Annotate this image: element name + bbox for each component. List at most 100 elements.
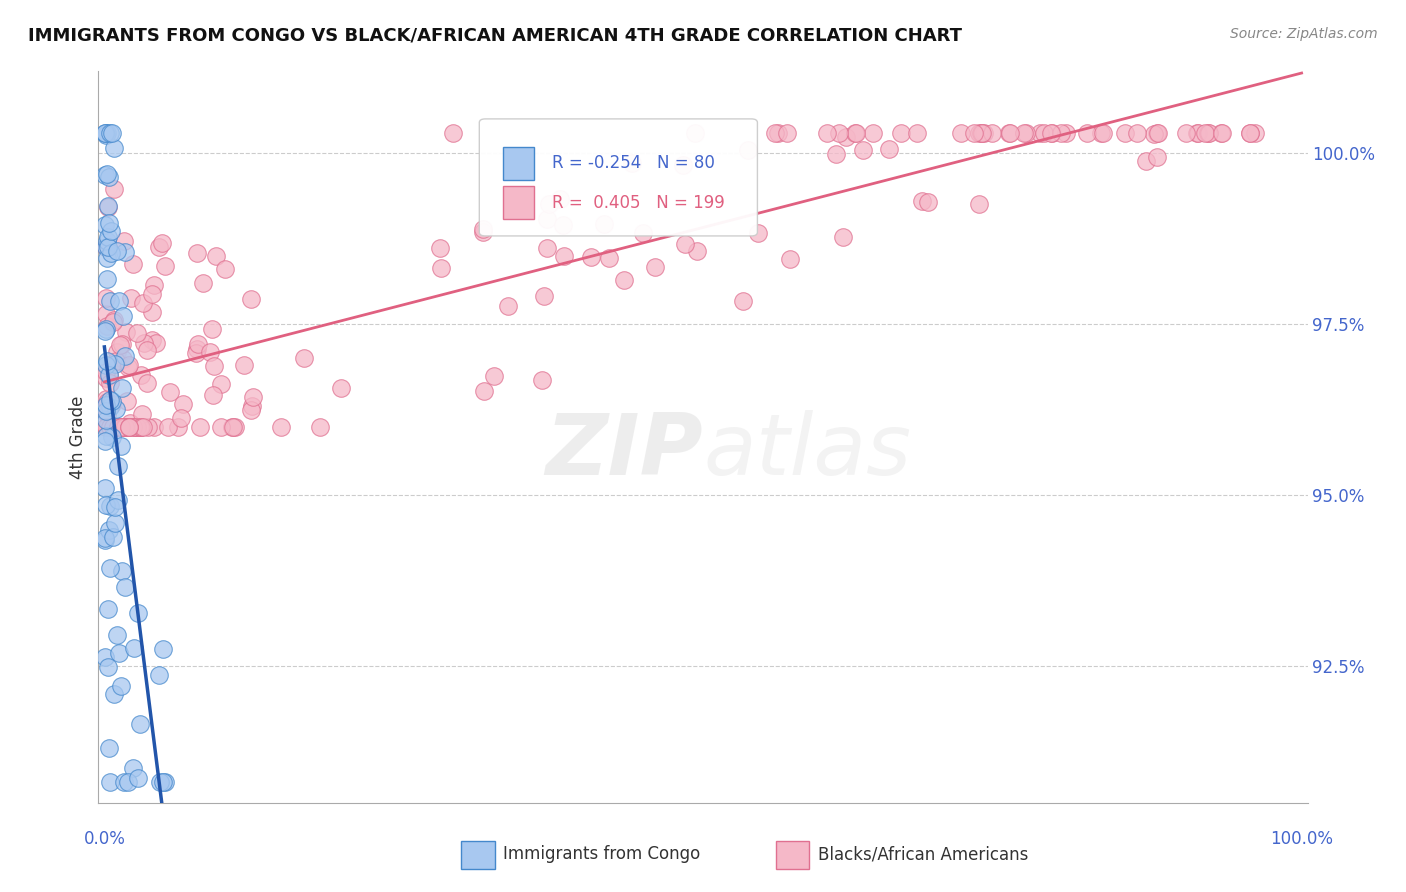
Point xyxy=(1050,126,1073,140)
Point xyxy=(152,775,174,789)
Point xyxy=(209,420,232,434)
Text: R =  0.405   N = 199: R = 0.405 N = 199 xyxy=(551,194,724,212)
Point xyxy=(536,240,558,254)
Point xyxy=(224,420,246,434)
Point xyxy=(111,381,134,395)
Point xyxy=(824,147,846,161)
Point xyxy=(1125,126,1147,140)
Point xyxy=(103,182,125,196)
Point xyxy=(1239,126,1261,140)
Point xyxy=(115,325,138,339)
Point xyxy=(1012,126,1035,140)
Point xyxy=(1015,126,1038,140)
Point xyxy=(100,224,122,238)
Point xyxy=(973,126,995,140)
Point xyxy=(94,291,117,305)
Point xyxy=(96,168,118,182)
Point xyxy=(233,358,256,372)
Point xyxy=(598,251,620,265)
Point xyxy=(96,428,118,442)
Point xyxy=(94,533,117,547)
Bar xyxy=(461,841,495,869)
Point xyxy=(117,420,139,434)
Point xyxy=(98,293,121,308)
Point xyxy=(97,524,120,538)
Point xyxy=(122,420,145,434)
Point xyxy=(112,310,135,324)
Point xyxy=(94,324,117,338)
Point xyxy=(214,261,236,276)
Bar xyxy=(776,841,810,869)
Point xyxy=(94,126,117,140)
Point xyxy=(134,335,156,350)
Point xyxy=(531,373,554,387)
Text: Immigrants from Congo: Immigrants from Congo xyxy=(503,845,700,863)
Point xyxy=(201,322,224,336)
Point xyxy=(94,498,117,512)
Point xyxy=(835,129,858,144)
Point xyxy=(101,316,124,330)
Point xyxy=(98,560,121,574)
Point xyxy=(104,420,127,434)
Point xyxy=(94,420,117,434)
Point xyxy=(110,679,132,693)
Point xyxy=(104,358,127,372)
Point xyxy=(1198,126,1220,140)
Point xyxy=(112,234,135,248)
Text: 100.0%: 100.0% xyxy=(1270,830,1333,848)
Point xyxy=(613,273,636,287)
Point xyxy=(239,402,262,417)
Point xyxy=(143,420,166,434)
Point xyxy=(242,390,264,404)
Point xyxy=(135,376,157,390)
Point xyxy=(191,276,214,290)
Point xyxy=(330,381,353,395)
Point xyxy=(120,291,142,305)
Point xyxy=(118,420,141,434)
Point xyxy=(94,168,117,182)
Point xyxy=(737,143,759,157)
Point xyxy=(844,126,866,140)
Point xyxy=(128,716,150,731)
Point xyxy=(111,564,134,578)
Point xyxy=(105,628,128,642)
Point xyxy=(110,420,132,434)
Point xyxy=(551,218,574,232)
Point xyxy=(122,761,145,775)
Point xyxy=(815,126,838,140)
Point xyxy=(98,775,121,789)
Point xyxy=(776,126,799,140)
Point xyxy=(98,376,121,391)
Point xyxy=(496,299,519,313)
Point xyxy=(851,143,873,157)
Point xyxy=(94,392,117,407)
Point xyxy=(970,126,993,140)
Bar xyxy=(503,186,534,219)
Point xyxy=(620,156,643,170)
Point xyxy=(112,420,135,434)
Point xyxy=(103,420,125,434)
Point xyxy=(132,296,155,310)
Point xyxy=(533,288,555,302)
Point xyxy=(998,126,1021,140)
Point xyxy=(100,392,122,407)
Point xyxy=(108,338,131,352)
Point xyxy=(1243,126,1265,140)
Point xyxy=(107,420,129,434)
Point xyxy=(509,192,531,206)
Point xyxy=(94,481,117,495)
Point xyxy=(111,337,134,351)
Point xyxy=(129,420,152,434)
Point xyxy=(202,388,225,402)
Point xyxy=(105,354,128,368)
Point xyxy=(96,353,118,368)
Point xyxy=(537,197,560,211)
Point xyxy=(270,420,292,434)
Point xyxy=(879,142,901,156)
Point xyxy=(121,420,143,434)
Point xyxy=(186,246,208,260)
Point xyxy=(153,259,176,273)
Point xyxy=(98,367,121,381)
Point xyxy=(107,646,129,660)
Point xyxy=(188,420,211,434)
